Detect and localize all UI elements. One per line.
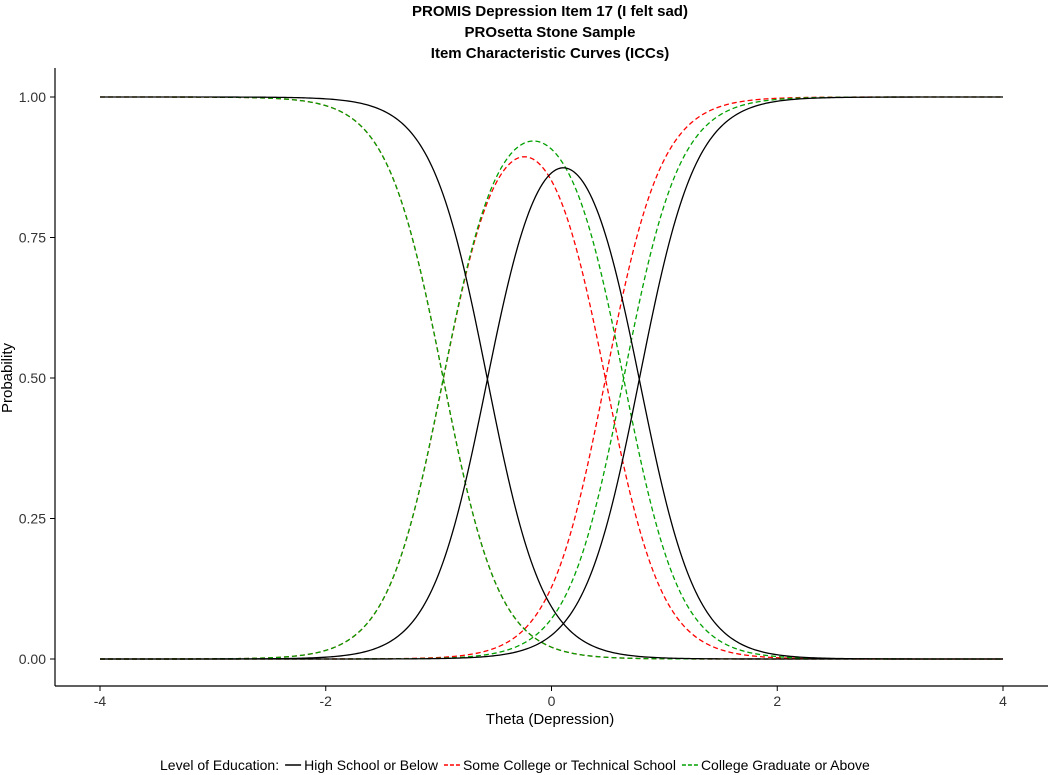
x-axis-ticks: -4 -2 0 2 4 <box>94 686 1007 709</box>
title-line-3: Item Characteristic Curves (ICCs) <box>431 45 669 62</box>
y-axis-title: Probability <box>0 342 16 413</box>
legend-entry: College Graduate or Above <box>701 757 870 773</box>
y-tick-label: 0.75 <box>19 230 46 246</box>
legend-entry: Some College or Technical School <box>463 757 676 773</box>
chart-title: PROMIS Depression Item 17 (I felt sad) P… <box>412 3 688 62</box>
y-tick-label: 0.25 <box>19 511 46 527</box>
x-tick-label: 2 <box>773 693 781 709</box>
curve-high-school-or-below-cat2 <box>100 167 1003 660</box>
y-tick-label: 0.00 <box>19 651 46 667</box>
y-tick-label: 0.50 <box>19 370 46 386</box>
curve-college-graduate-or-above-cat2 <box>100 140 1003 660</box>
y-tick-label: 1.00 <box>19 89 46 105</box>
curves-group <box>100 96 1003 660</box>
legend: Level of Education: High School or Below… <box>160 757 870 773</box>
x-tick-label: -4 <box>94 693 107 709</box>
title-line-1: PROMIS Depression Item 17 (I felt sad) <box>412 3 688 20</box>
y-axis-ticks: 0.00 0.25 0.50 0.75 1.00 <box>19 89 55 667</box>
curve-some-college-or-technical-school-cat2 <box>100 156 1003 660</box>
curve-high-school-or-below-cat3 <box>100 96 1003 660</box>
x-tick-label: 4 <box>999 693 1007 709</box>
x-tick-label: -2 <box>320 693 333 709</box>
legend-title: Level of Education: <box>160 757 279 773</box>
title-line-2: PROsetta Stone Sample <box>465 24 636 41</box>
x-tick-label: 0 <box>548 693 556 709</box>
x-axis-title: Theta (Depression) <box>486 711 614 728</box>
legend-entry: High School or Below <box>304 757 439 773</box>
